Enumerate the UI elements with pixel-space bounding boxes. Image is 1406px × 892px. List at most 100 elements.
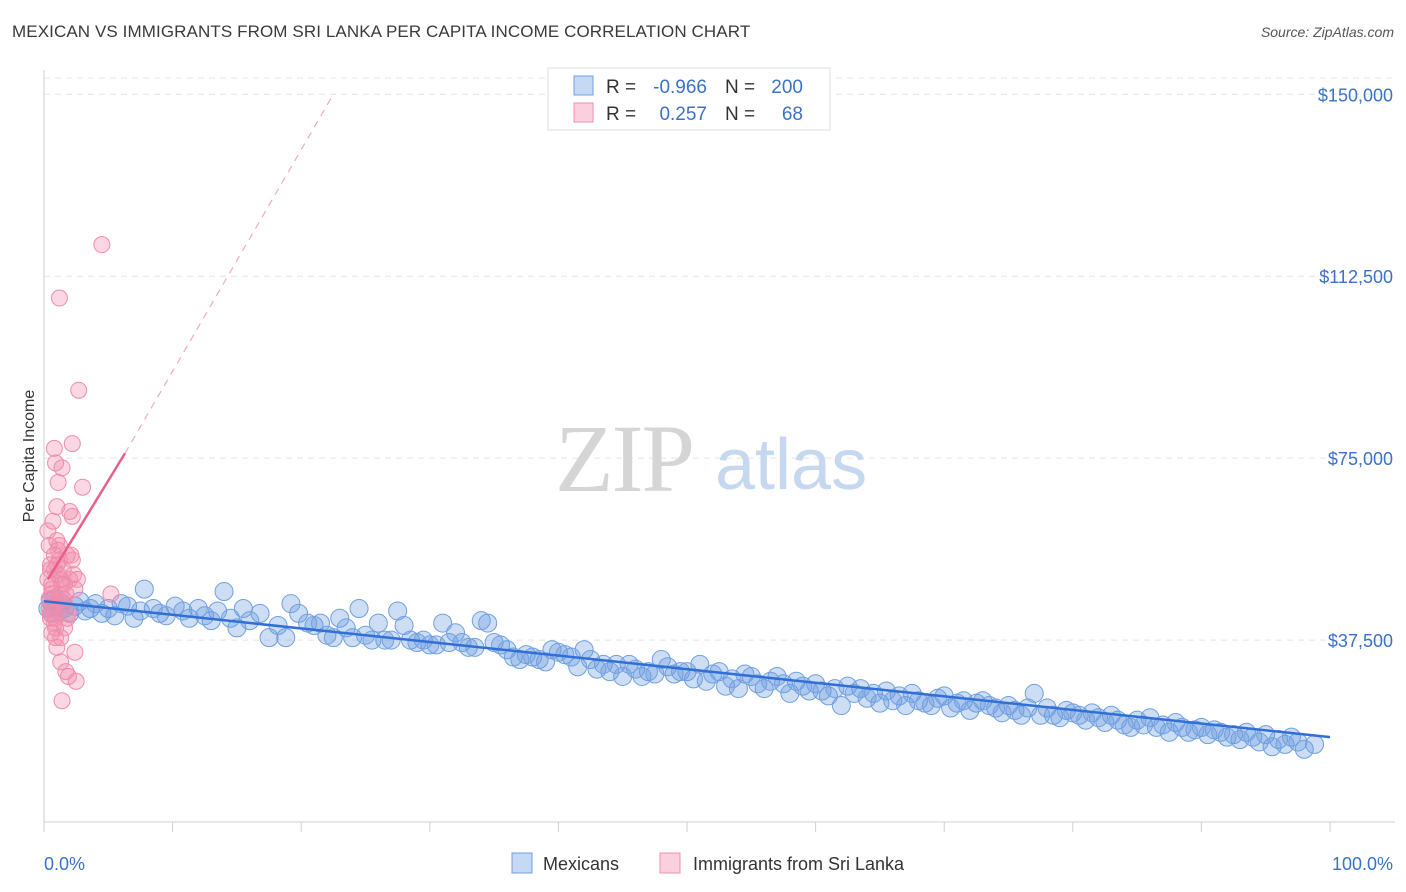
legend-swatch-mexicans	[573, 75, 594, 96]
series-mexicans	[38, 579, 1325, 759]
data-point-mexicans	[276, 628, 296, 648]
x-tick-label: 100.0%	[1332, 854, 1393, 874]
data-point-mexicans	[214, 582, 234, 602]
data-point-mexicans	[600, 662, 620, 682]
data-point-sri-lanka	[74, 478, 92, 496]
data-point-mexicans	[281, 594, 301, 614]
data-point-sri-lanka	[40, 536, 58, 554]
data-point-mexicans	[1294, 739, 1314, 759]
data-point-mexicans	[844, 683, 864, 703]
data-point-sri-lanka	[50, 289, 68, 307]
data-point-sri-lanka	[41, 609, 59, 627]
source-label: Source: ZipAtlas.com	[1260, 24, 1394, 40]
data-point-mexicans	[960, 700, 980, 720]
data-point-mexicans	[831, 696, 851, 716]
y-tick-labels: $37,500 $75,000 $112,500 $150,000	[1318, 85, 1393, 651]
data-point-sri-lanka	[52, 653, 70, 671]
legend: R = -0.966 N = 200 R = 0.257 N = 68	[547, 67, 831, 131]
legend-n-label-1: N =	[725, 77, 755, 98]
legend-n-value-2: 68	[782, 104, 803, 125]
data-point-mexicans	[1305, 734, 1325, 754]
data-point-mexicans	[433, 613, 453, 633]
data-point-sri-lanka	[57, 663, 75, 681]
data-point-mexicans	[754, 679, 774, 699]
watermark: ZIP atlas	[555, 405, 867, 512]
data-point-sri-lanka	[43, 575, 61, 593]
data-point-mexicans	[388, 601, 408, 621]
legend-r-value-2: 0.257	[659, 104, 707, 125]
trend-line-sri-lanka-extension	[124, 93, 334, 454]
trend-line-sri-lanka	[46, 452, 127, 581]
bottom-legend-sri-lanka: Immigrants from Sri Lanka	[693, 854, 905, 874]
legend-swatch-sri-lanka	[573, 102, 594, 123]
watermark-zip: ZIP	[555, 405, 693, 512]
bottom-legend: Mexicans Immigrants from Sri Lanka	[511, 852, 905, 874]
data-point-mexicans	[446, 623, 466, 643]
legend-r-label-1: R =	[606, 77, 636, 98]
data-point-mexicans	[349, 599, 369, 619]
data-point-mexicans	[1011, 705, 1031, 725]
legend-n-label-2: N =	[725, 104, 755, 125]
bottom-legend-mexicans: Mexicans	[543, 854, 619, 874]
series-sri-lanka	[39, 236, 120, 710]
data-point-mexicans	[105, 606, 125, 626]
bottom-legend-swatch-mexicans	[511, 852, 533, 874]
watermark-atlas: atlas	[715, 425, 867, 505]
bottom-legend-swatch-sri-lanka	[659, 852, 681, 874]
data-point-mexicans	[134, 579, 154, 599]
data-point-mexicans	[536, 652, 556, 672]
data-point-mexicans	[240, 611, 260, 631]
trend-line-mexicans	[43, 600, 1331, 739]
data-point-mexicans	[921, 696, 941, 716]
data-point-mexicans	[651, 649, 671, 669]
y-tick-label: $75,000	[1328, 449, 1393, 469]
data-point-mexicans	[381, 630, 401, 650]
data-point-mexicans	[818, 686, 838, 706]
data-point-mexicans	[767, 666, 787, 686]
data-point-sri-lanka	[53, 459, 71, 477]
data-point-sri-lanka	[93, 236, 111, 254]
data-point-sri-lanka	[48, 498, 66, 516]
data-point-mexicans	[310, 613, 330, 633]
legend-r-label-2: R =	[606, 104, 636, 125]
legend-n-value-1: 200	[771, 77, 803, 98]
data-point-mexicans	[1249, 732, 1269, 752]
data-point-mexicans	[1024, 683, 1044, 703]
data-point-sri-lanka	[53, 692, 71, 710]
data-point-mexicans	[250, 603, 270, 623]
data-point-sri-lanka	[59, 604, 77, 622]
data-point-sri-lanka	[45, 439, 63, 457]
data-point-mexicans	[368, 613, 388, 633]
data-point-mexicans	[896, 696, 916, 716]
data-point-sri-lanka	[102, 585, 120, 603]
y-tick-label: $112,500	[1319, 267, 1393, 287]
x-tick-labels: 0.0% 100.0%	[44, 854, 1393, 874]
chart-title: MEXICAN VS IMMIGRANTS FROM SRI LANKA PER…	[12, 22, 751, 41]
data-point-mexicans	[124, 608, 144, 628]
data-point-sri-lanka	[63, 435, 81, 453]
legend-box	[547, 67, 831, 131]
data-point-mexicans	[195, 606, 215, 626]
data-point-sri-lanka	[63, 551, 81, 569]
data-point-sri-lanka	[63, 507, 81, 525]
data-point-sri-lanka	[61, 502, 79, 520]
legend-r-value-1: -0.966	[653, 77, 707, 98]
y-axis-label: Per Capita Income	[21, 390, 38, 523]
y-tick-label: $37,500	[1328, 631, 1393, 651]
data-point-mexicans	[1159, 722, 1179, 742]
y-tick-label: $150,000	[1318, 85, 1393, 105]
trend-lines	[43, 93, 1331, 739]
data-point-sri-lanka	[49, 473, 67, 491]
data-point-sri-lanka	[66, 580, 84, 598]
data-point-sri-lanka	[66, 643, 84, 661]
data-point-mexicans	[394, 616, 414, 636]
data-point-sri-lanka	[47, 619, 65, 637]
data-point-sri-lanka	[52, 629, 70, 647]
data-point-sri-lanka	[44, 512, 62, 530]
data-point-mexicans	[478, 613, 498, 633]
data-point-mexicans	[999, 696, 1018, 716]
x-tick-label: 0.0%	[44, 854, 85, 874]
grid	[44, 77, 1395, 641]
data-point-mexicans	[728, 679, 748, 699]
